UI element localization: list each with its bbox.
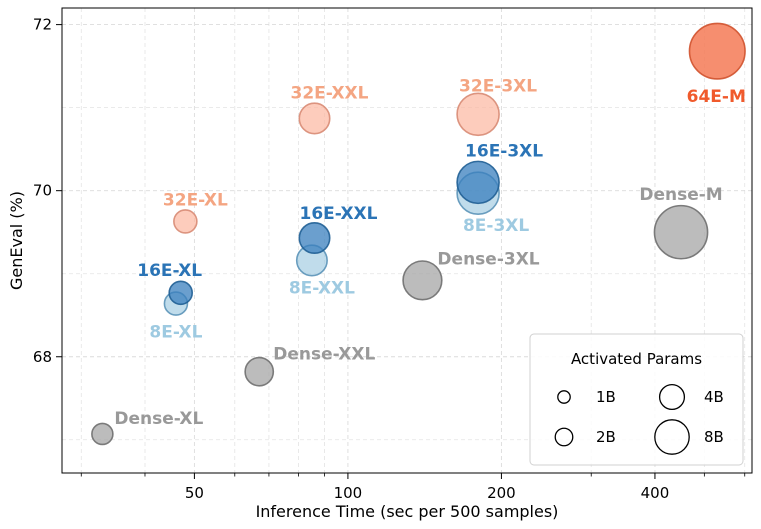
point-label-dense-xxl: Dense-XXL xyxy=(273,345,375,365)
legend: Activated Params 1B 2B 4B 8B xyxy=(529,333,744,466)
point-label-16e-xl: 16E-XL xyxy=(137,261,202,281)
data-points xyxy=(91,22,746,446)
x-tick-label: 50 xyxy=(185,484,204,502)
point-label-16e-xxl: 16E-XXL xyxy=(300,204,378,224)
legend-items: 1B 2B 4B 8B xyxy=(554,383,724,455)
point-dense-xl xyxy=(91,422,114,446)
point-label-16e-3xl: 16E-3XL xyxy=(465,141,543,161)
point-64e-m xyxy=(688,22,746,80)
point-dense-xxl xyxy=(244,356,275,387)
point-dense-3xl xyxy=(402,260,443,301)
legend-box xyxy=(529,333,744,466)
axis-ticks: 50 100 200 400 68 70 72 xyxy=(33,16,746,502)
point-16e-3xl xyxy=(456,160,500,205)
legend-marker-8b xyxy=(654,419,690,455)
x-axis-label: Inference Time (sec per 500 samples) xyxy=(256,502,559,521)
x-tick-label: 100 xyxy=(334,484,363,502)
point-labels: Dense-XL Dense-XXL Dense-3XL Dense-M 8E-XL 8E… xyxy=(114,76,746,429)
point-label-64e-m: 64E-M xyxy=(687,87,746,107)
legend-marker-4b xyxy=(658,383,686,411)
x-tick-label: 200 xyxy=(487,484,516,502)
y-tick-label: 72 xyxy=(33,16,52,34)
legend-label-4b: 4B xyxy=(704,388,724,406)
point-16e-xl xyxy=(168,280,194,306)
point-label-32e-xxl: 32E-XXL xyxy=(291,83,369,103)
y-tick-label: 70 xyxy=(33,182,52,200)
point-label-8e-3xl: 8E-3XL xyxy=(463,216,529,236)
point-16e-xxl xyxy=(298,221,331,255)
point-label-32e-3xl: 32E-3XL xyxy=(459,76,537,96)
point-label-8e-xl: 8E-XL xyxy=(149,323,202,343)
legend-title: Activated Params xyxy=(571,350,702,368)
legend-marker-1b xyxy=(557,390,571,404)
point-dense-m xyxy=(653,204,709,260)
x-tick-label: 400 xyxy=(641,484,670,502)
point-label-32e-xl: 32E-XL xyxy=(163,190,228,210)
point-32e-xl xyxy=(173,209,198,234)
point-label-8e-xxl: 8E-XXL xyxy=(289,278,355,298)
y-axis-label: GenEval (%) xyxy=(7,191,26,290)
point-32e-3xl xyxy=(456,92,500,137)
y-tick-label: 68 xyxy=(33,348,52,366)
point-label-dense-xl: Dense-XL xyxy=(114,409,203,429)
point-label-dense-m: Dense-M xyxy=(639,185,722,205)
legend-label-1b: 1B xyxy=(596,388,616,406)
point-32e-xxl xyxy=(298,102,331,135)
point-label-dense-3xl: Dense-3XL xyxy=(437,249,539,269)
legend-marker-2b xyxy=(554,427,574,447)
plot-frame xyxy=(61,7,753,474)
legend-label-2b: 2B xyxy=(596,428,616,446)
legend-label-8b: 8B xyxy=(704,428,724,446)
